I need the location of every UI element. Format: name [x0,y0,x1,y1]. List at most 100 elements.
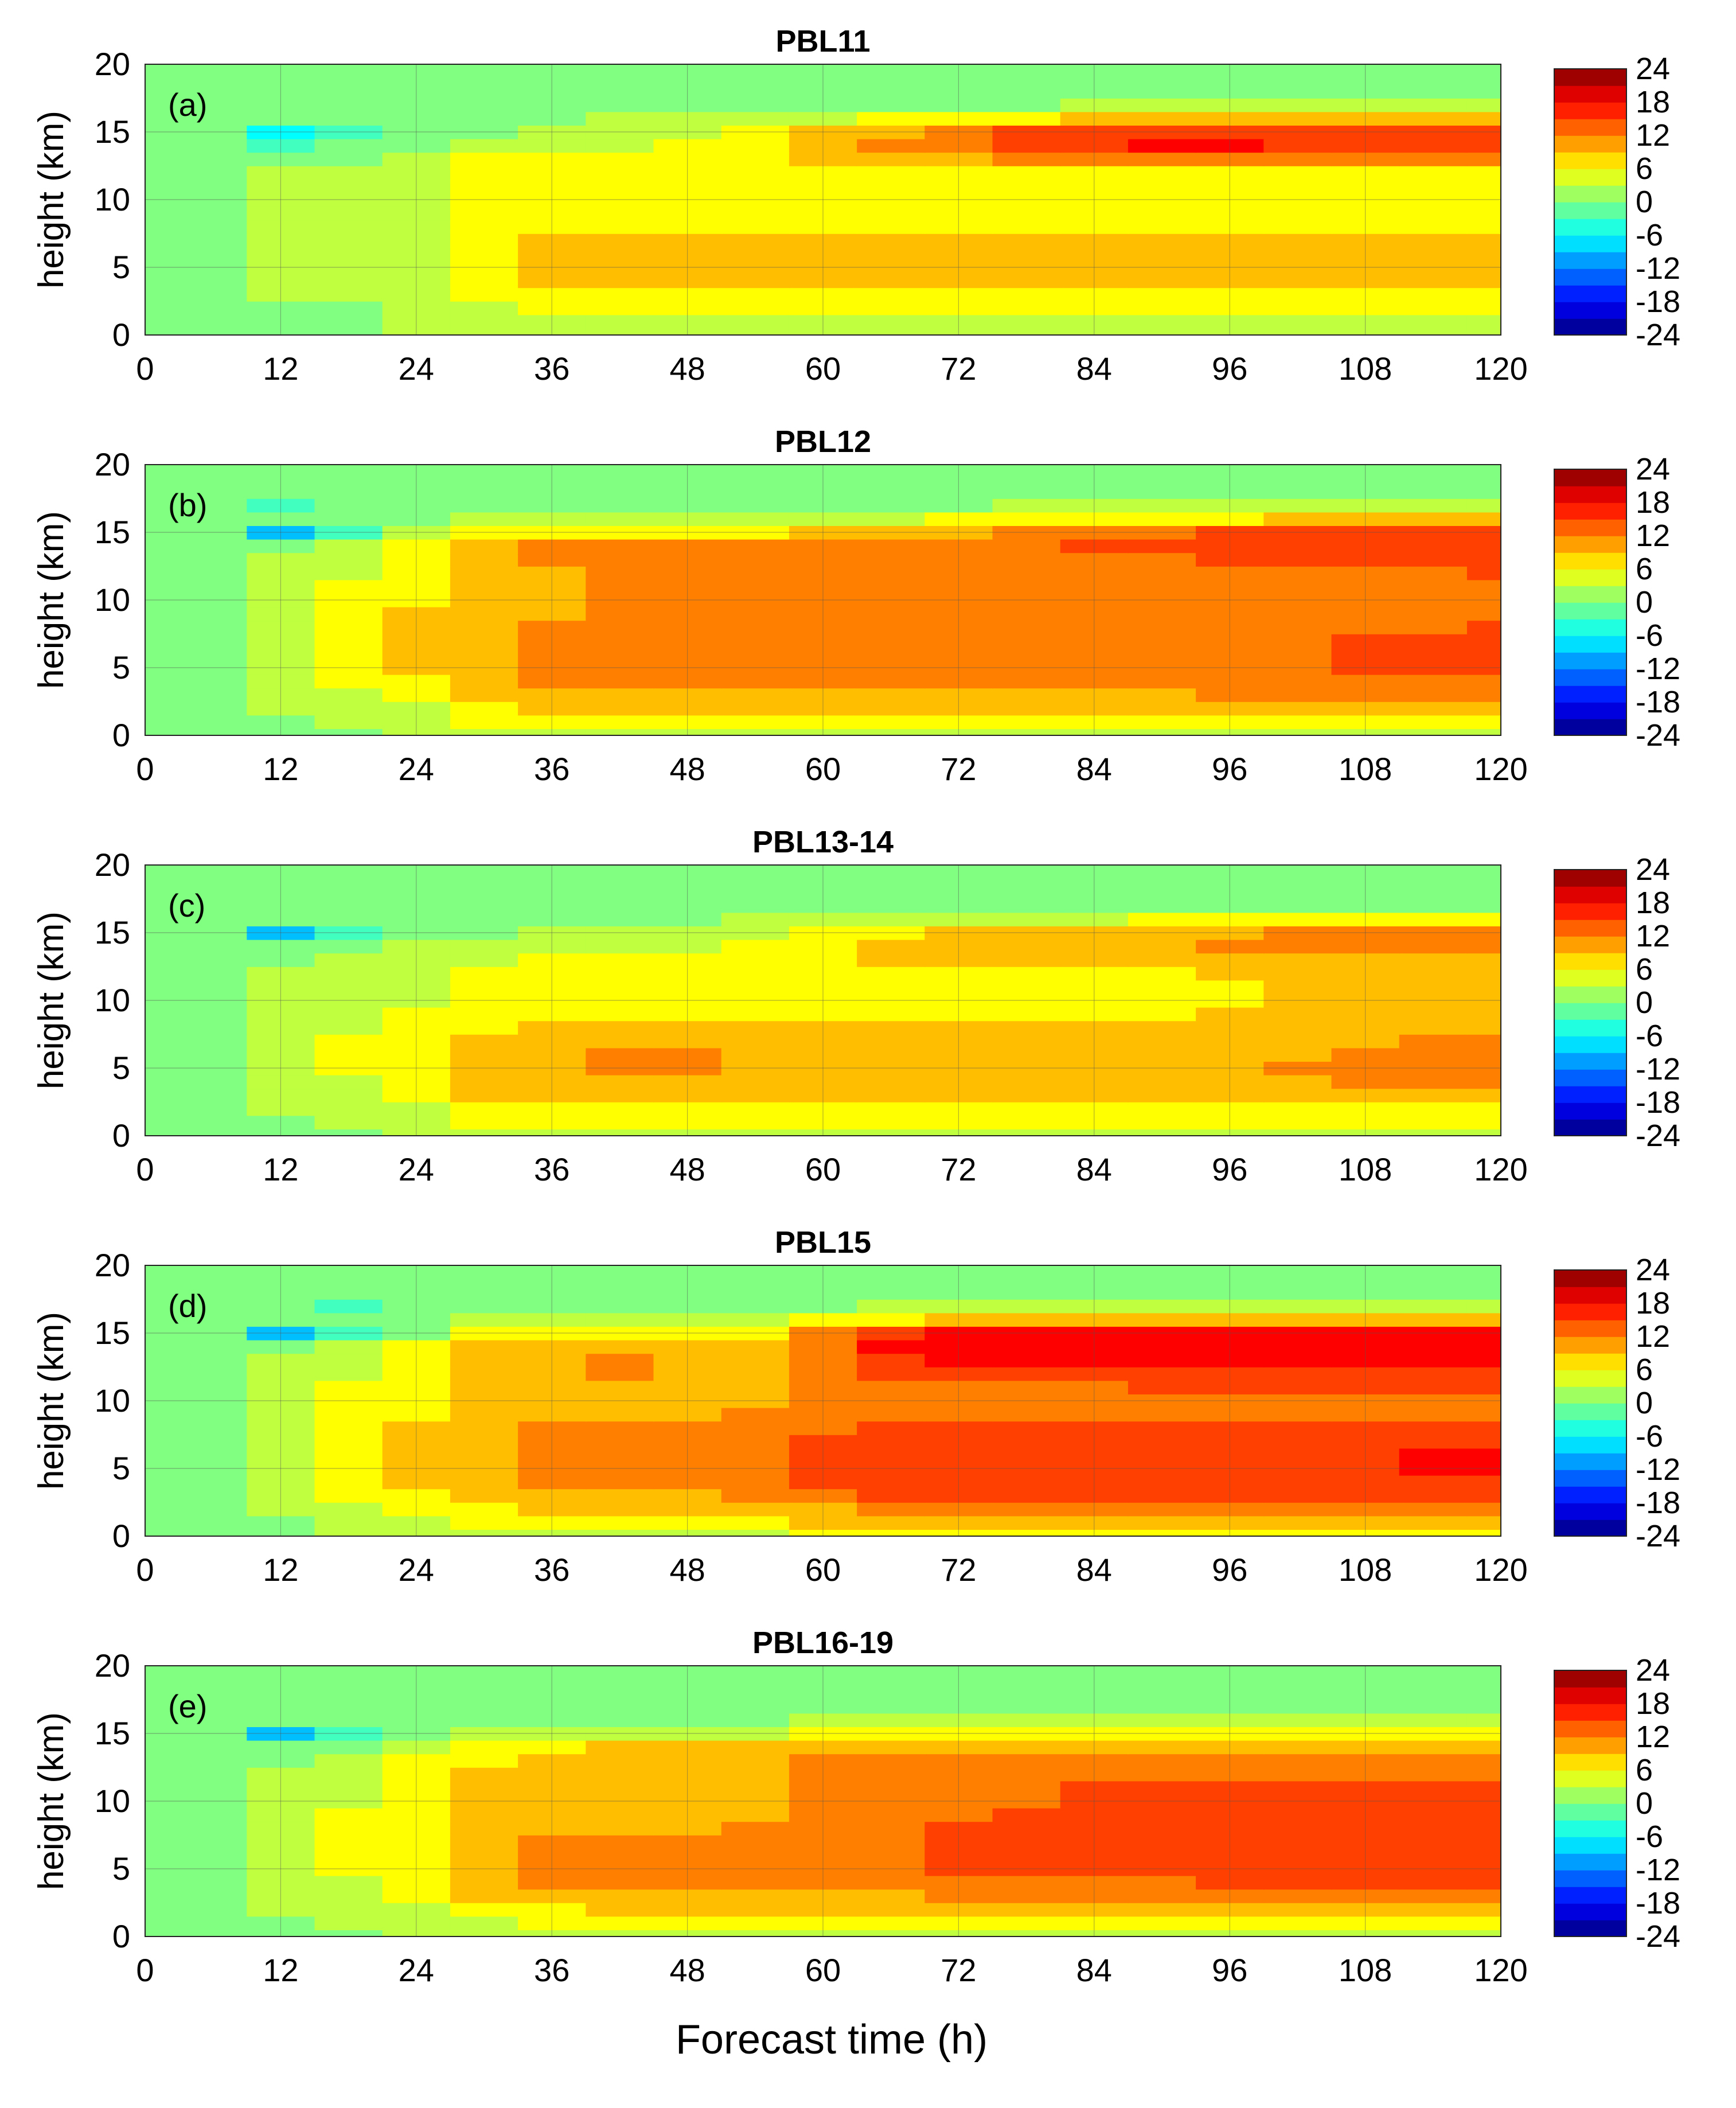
colorbar-swatch [1554,870,1626,887]
heatmap-cell [789,328,857,336]
colorbar-swatch [1554,1737,1626,1754]
heatmap-cell [450,1767,518,1782]
heatmap-cell [1196,1862,1265,1876]
colorbar-tick-label: 24 [1636,1653,1670,1688]
heatmap-cell [586,1916,654,1930]
heatmap-cell [1128,1435,1196,1449]
heatmap-cell [450,634,518,648]
heatmap-cell [518,939,587,954]
heatmap-cell [1466,1821,1501,1836]
panel-letter: (b) [168,487,207,523]
heatmap-cell [586,1326,654,1341]
heatmap-cell [1263,98,1332,112]
heatmap-cell [518,593,587,607]
heatmap-cell [145,193,180,207]
heatmap-cell [1399,138,1468,153]
colorbar-swatch [1554,1754,1626,1771]
heatmap-cell [1466,498,1501,513]
heatmap-cell [314,512,383,526]
heatmap-cell [1331,1889,1400,1903]
heatmap-cell [247,1353,315,1367]
heatmap-cell [924,1421,993,1435]
heatmap-cell [1060,1394,1129,1408]
heatmap-cell [518,1686,587,1700]
x-tick-label: 36 [534,1952,569,1988]
x-tick-label: 84 [1076,350,1112,387]
heatmap-cell [145,1502,180,1517]
y-tick-label: 10 [95,1783,130,1819]
heatmap-cell [992,606,1061,621]
heatmap-cell [450,1930,518,1937]
y-tick-label: 0 [112,317,130,353]
heatmap-cell [653,233,722,248]
heatmap-cell [1128,899,1196,913]
heatmap-cell [1060,314,1129,329]
heatmap-cell [789,152,857,166]
colorbar-tick-label: 12 [1636,118,1670,153]
heatmap-cell [145,1807,180,1822]
heatmap-cell [1196,1129,1265,1136]
heatmap-cell [314,539,383,554]
heatmap-cell [1331,967,1400,981]
heatmap-cell [924,193,993,207]
heatmap-cell [179,1115,248,1129]
heatmap-cell [924,287,993,302]
y-tick-label: 5 [112,1450,130,1486]
colorbar-tick-label: 18 [1636,85,1670,119]
heatmap-cell [179,647,248,661]
heatmap-cell [518,1502,587,1517]
heatmap-cell [1466,1889,1501,1903]
heatmap-cell [1331,1767,1400,1782]
heatmap-cell [789,647,857,661]
heatmap-cell [586,471,654,486]
heatmap-cell [145,980,180,994]
heatmap-cell [992,166,1061,180]
heatmap-cell [653,1299,722,1314]
heatmap-cell [382,1326,451,1341]
heatmap-cell [586,111,654,126]
heatmap-cell [450,1034,518,1049]
heatmap-cell [1263,220,1332,234]
heatmap-cell [992,1727,1061,1741]
heatmap-cell [145,152,180,166]
heatmap-cell [450,1088,518,1102]
heatmap-cell [1331,606,1400,621]
heatmap-cell [721,498,790,513]
heatmap-cell [653,1339,722,1354]
colorbar-swatch [1554,1119,1626,1136]
heatmap-cell [857,1061,926,1076]
heatmap-cell [1331,620,1400,634]
heatmap-cell [1263,1916,1332,1930]
heatmap-cell [789,1767,857,1782]
heatmap-cell [179,620,248,634]
heatmap-cell [518,1326,587,1341]
colorbar-tick-label: 0 [1636,585,1653,619]
heatmap-cell [1399,1767,1468,1782]
heatmap-cell [586,512,654,526]
heatmap-cell [1466,552,1501,567]
heatmap-cell [1263,912,1332,926]
colorbar-swatch [1554,318,1626,336]
heatmap-cell [1466,301,1501,315]
heatmap-cell [1060,64,1129,72]
colorbar-swatch [1554,1853,1626,1871]
heatmap-cell [1331,1903,1400,1917]
heatmap-cell [1128,912,1196,926]
heatmap-cell [924,1807,993,1822]
heatmap-cell [450,485,518,499]
heatmap-cell [314,1727,383,1741]
heatmap-cell [1263,1754,1332,1768]
heatmap-cell [450,1489,518,1503]
colorbar-swatch [1554,1053,1626,1070]
heatmap-cell [1128,71,1196,85]
y-tick-label: 20 [95,847,130,883]
heatmap-cell [247,715,315,729]
heatmap-cell [179,1727,248,1741]
heatmap-cell [247,865,315,872]
heatmap-cell [1466,871,1501,886]
x-tick-label: 12 [263,350,298,387]
axes-frame [145,864,1501,1136]
heatmap-cell [145,1353,180,1367]
heatmap-cell [992,1088,1061,1102]
heatmap-cell [145,84,180,99]
